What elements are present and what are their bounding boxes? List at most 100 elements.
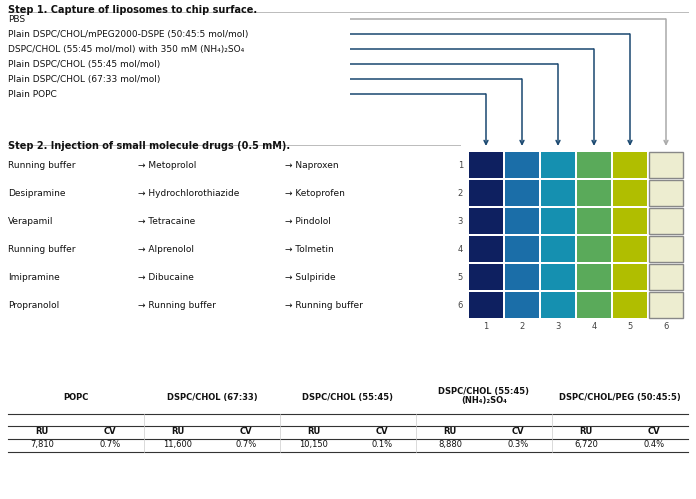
Bar bbox=[613, 208, 647, 234]
Bar bbox=[613, 180, 647, 206]
Bar bbox=[649, 180, 683, 206]
Text: → Pindolol: → Pindolol bbox=[285, 217, 331, 226]
Text: 8,880: 8,880 bbox=[438, 440, 462, 449]
Text: 6: 6 bbox=[663, 322, 669, 331]
Bar bbox=[469, 180, 503, 206]
Text: 1: 1 bbox=[458, 161, 463, 170]
Bar bbox=[577, 264, 611, 290]
Text: RU: RU bbox=[171, 427, 184, 436]
Bar bbox=[505, 236, 539, 262]
Text: RU: RU bbox=[35, 427, 49, 436]
Text: 3: 3 bbox=[458, 217, 463, 226]
Bar bbox=[541, 264, 575, 290]
Text: 4: 4 bbox=[458, 245, 463, 253]
Text: Running buffer: Running buffer bbox=[8, 161, 75, 170]
Text: 1: 1 bbox=[484, 322, 489, 331]
Bar bbox=[577, 236, 611, 262]
Text: → Running buffer: → Running buffer bbox=[138, 300, 216, 309]
Bar bbox=[613, 264, 647, 290]
Text: 0.4%: 0.4% bbox=[643, 440, 665, 449]
Text: (NH₄)₂SO₄: (NH₄)₂SO₄ bbox=[461, 396, 507, 405]
Bar bbox=[649, 236, 683, 262]
Text: Step 1. Capture of liposomes to chip surface.: Step 1. Capture of liposomes to chip sur… bbox=[8, 5, 257, 15]
Bar bbox=[469, 264, 503, 290]
Text: 0.7%: 0.7% bbox=[100, 440, 120, 449]
Text: Imipramine: Imipramine bbox=[8, 272, 60, 281]
Text: 7,810: 7,810 bbox=[30, 440, 54, 449]
Bar bbox=[577, 292, 611, 318]
Text: RU: RU bbox=[308, 427, 321, 436]
Text: → Sulpiride: → Sulpiride bbox=[285, 272, 335, 281]
Bar bbox=[577, 180, 611, 206]
Text: 11,600: 11,600 bbox=[164, 440, 193, 449]
Text: CV: CV bbox=[376, 427, 388, 436]
Bar bbox=[541, 180, 575, 206]
Bar bbox=[505, 152, 539, 178]
Text: 6: 6 bbox=[458, 300, 463, 309]
Text: RU: RU bbox=[579, 427, 592, 436]
Text: DSPC/CHOL (55:45): DSPC/CHOL (55:45) bbox=[438, 387, 530, 396]
Text: DSPC/CHOL/PEG (50:45:5): DSPC/CHOL/PEG (50:45:5) bbox=[559, 393, 681, 402]
Bar bbox=[613, 152, 647, 178]
Text: Plain POPC: Plain POPC bbox=[8, 89, 57, 98]
Text: → Hydrochlorothiazide: → Hydrochlorothiazide bbox=[138, 189, 239, 198]
Text: 6,720: 6,720 bbox=[574, 440, 598, 449]
Text: Plain DSPC/CHOL (67:33 mol/mol): Plain DSPC/CHOL (67:33 mol/mol) bbox=[8, 74, 160, 83]
Bar bbox=[613, 236, 647, 262]
Text: Plain DSPC/CHOL (55:45 mol/mol): Plain DSPC/CHOL (55:45 mol/mol) bbox=[8, 59, 160, 68]
Text: RU: RU bbox=[443, 427, 457, 436]
Text: 5: 5 bbox=[458, 272, 463, 281]
Bar bbox=[649, 292, 683, 318]
Text: → Dibucaine: → Dibucaine bbox=[138, 272, 194, 281]
Text: 2: 2 bbox=[458, 189, 463, 198]
Text: → Running buffer: → Running buffer bbox=[285, 300, 363, 309]
Bar bbox=[469, 208, 503, 234]
Bar bbox=[541, 208, 575, 234]
Bar bbox=[469, 152, 503, 178]
Text: CV: CV bbox=[648, 427, 661, 436]
Text: DSPC/CHOL (67:33): DSPC/CHOL (67:33) bbox=[166, 393, 258, 402]
Bar bbox=[505, 292, 539, 318]
Text: DSPC/CHOL (55:45 mol/mol) with 350 mM (NH₄)₂SO₄: DSPC/CHOL (55:45 mol/mol) with 350 mM (N… bbox=[8, 44, 244, 53]
Text: 5: 5 bbox=[627, 322, 633, 331]
Text: → Metoprolol: → Metoprolol bbox=[138, 161, 196, 170]
Text: → Alprenolol: → Alprenolol bbox=[138, 245, 194, 253]
Bar bbox=[613, 292, 647, 318]
Text: PBS: PBS bbox=[8, 14, 25, 23]
Bar bbox=[649, 208, 683, 234]
Text: 3: 3 bbox=[555, 322, 561, 331]
Text: 0.3%: 0.3% bbox=[507, 440, 529, 449]
Bar bbox=[577, 152, 611, 178]
Text: → Tetracaine: → Tetracaine bbox=[138, 217, 196, 226]
Text: CV: CV bbox=[104, 427, 116, 436]
Bar bbox=[541, 236, 575, 262]
Text: Step 2. Injection of small molecule drugs (0.5 mM).: Step 2. Injection of small molecule drug… bbox=[8, 141, 290, 151]
Bar bbox=[649, 152, 683, 178]
Bar bbox=[469, 292, 503, 318]
Text: CV: CV bbox=[239, 427, 253, 436]
Bar bbox=[649, 264, 683, 290]
Bar bbox=[577, 208, 611, 234]
Bar bbox=[469, 236, 503, 262]
Text: Propranolol: Propranolol bbox=[8, 300, 59, 309]
Bar bbox=[505, 264, 539, 290]
Bar bbox=[541, 292, 575, 318]
Text: 10,150: 10,150 bbox=[299, 440, 329, 449]
Text: Running buffer: Running buffer bbox=[8, 245, 75, 253]
Text: Desipramine: Desipramine bbox=[8, 189, 65, 198]
Text: 0.7%: 0.7% bbox=[235, 440, 257, 449]
Bar bbox=[541, 152, 575, 178]
Text: → Ketoprofen: → Ketoprofen bbox=[285, 189, 345, 198]
Bar bbox=[505, 180, 539, 206]
Text: 2: 2 bbox=[519, 322, 525, 331]
Text: 4: 4 bbox=[592, 322, 596, 331]
Text: Plain DSPC/CHOL/mPEG2000-DSPE (50:45:5 mol/mol): Plain DSPC/CHOL/mPEG2000-DSPE (50:45:5 m… bbox=[8, 29, 248, 38]
Text: CV: CV bbox=[512, 427, 524, 436]
Bar bbox=[505, 208, 539, 234]
Text: POPC: POPC bbox=[63, 393, 88, 402]
Text: → Tolmetin: → Tolmetin bbox=[285, 245, 334, 253]
Text: Verapamil: Verapamil bbox=[8, 217, 54, 226]
Text: → Naproxen: → Naproxen bbox=[285, 161, 339, 170]
Text: DSPC/CHOL (55:45): DSPC/CHOL (55:45) bbox=[303, 393, 393, 402]
Text: 0.1%: 0.1% bbox=[372, 440, 393, 449]
